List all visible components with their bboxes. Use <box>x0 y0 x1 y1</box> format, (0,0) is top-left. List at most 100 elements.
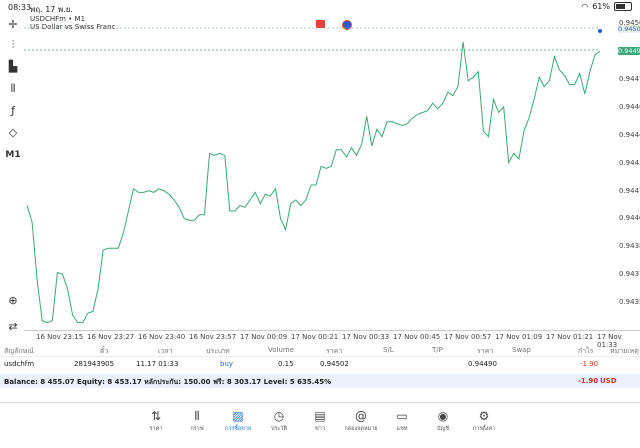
nav-chart[interactable]: ⫴ กราฟ <box>177 409 217 433</box>
bottom-nav: ⇅ ราคา ⫴ กราฟ ▨ การซื้อขาย ◷ ประวัติ ▤ ข่าว @ กล่อง… <box>0 402 640 448</box>
chart-icon: ⫴ <box>194 409 200 423</box>
balance-text: Balance: 8 455.07 Equity: 8 453.17 หลักป… <box>4 378 332 386</box>
column-header: T/P <box>432 346 443 354</box>
y-tick-label: 0.94475 <box>619 75 640 83</box>
x-tick-label: 17 Nov 00:33 <box>342 333 390 341</box>
position-cell: 11.17 01:33 <box>136 360 179 368</box>
quotes-icon: ⇅ <box>150 409 162 423</box>
x-tick-label: 17 Nov 00:21 <box>291 333 339 341</box>
timeframe-button[interactable]: M1 <box>5 150 21 160</box>
nav-chat[interactable]: ▭ แชท <box>382 409 422 433</box>
bid-price-tag: 0.94490 <box>618 47 640 55</box>
position-cell: buy <box>220 360 234 368</box>
chat-icon: ▭ <box>396 409 408 423</box>
column-header: ราคา <box>326 347 343 355</box>
x-axis: 16 Nov 23:15 16 Nov 23:27 16 Nov 23:40 16 N… <box>24 330 640 349</box>
nav-settings[interactable]: ⚙ การตั้งค่า <box>464 409 504 433</box>
nav-label: ประวัติ <box>270 426 288 432</box>
x-tick-label: 16 Nov 23:27 <box>87 333 135 341</box>
total-profit: -1.90 <box>578 377 599 385</box>
y-tick-label: 0.94370 <box>619 270 640 278</box>
column-header: ตั๋ว <box>100 347 109 355</box>
column-header: Volume <box>268 346 295 354</box>
column-header: หมายเหตุ <box>610 347 639 355</box>
x-tick-label: 17 Nov 00:09 <box>240 333 288 341</box>
function-icon[interactable]: ƒ <box>11 104 15 117</box>
position-cell: 0.15 <box>278 360 294 368</box>
nav-label: บัญชี <box>437 426 449 432</box>
symbol-title: USDCHFm • M1 <box>30 15 86 23</box>
nav-label: ราคา <box>149 426 163 432</box>
buy-button[interactable] <box>342 20 352 30</box>
nav-label: การตั้งค่า <box>472 426 496 432</box>
battery-icon <box>614 2 632 11</box>
status-time: 08:33 <box>8 3 32 12</box>
y-tick-label: 0.94430 <box>619 159 640 167</box>
x-tick-label: 16 Nov 23:57 <box>189 333 237 341</box>
nav-quotes[interactable]: ⇅ ราคา <box>136 409 176 433</box>
position-cell: usdchfm <box>4 360 35 368</box>
nav-history[interactable]: ◷ ประวัติ <box>259 409 299 433</box>
battery-percent: 61% <box>592 2 610 11</box>
column-header: ราคา <box>477 347 494 355</box>
status-date: พฤ. 17 พ.ย. <box>30 5 73 14</box>
balance-bar: Balance: 8 455.07 Equity: 8 453.17 หลักป… <box>0 374 640 388</box>
sell-button[interactable] <box>316 20 325 28</box>
indicators-icon[interactable]: ▙ <box>8 60 18 73</box>
chart-toolbar: ✛ ⫶ ▙ ⫴ ƒ ◇ M1 ⊕ ⇄ <box>0 14 24 344</box>
position-cell: -1.90 <box>580 360 599 368</box>
crosshair-icon[interactable]: ✛ <box>8 18 18 31</box>
nav-label: กล่องจดหมาย <box>344 426 378 432</box>
y-tick-label: 0.94460 <box>619 103 640 111</box>
sliders-icon[interactable]: ⫴ <box>10 82 16 95</box>
status-right: ◠ 61% <box>581 2 632 11</box>
nav-label: การซื้อขาย <box>224 426 252 432</box>
position-cell: 281943905 <box>74 360 115 368</box>
nav-label: ข่าว <box>315 426 325 432</box>
one-click-trade-icon[interactable]: ⇄ <box>8 320 18 333</box>
x-tick-label: 17 Nov 00:45 <box>393 333 441 341</box>
news-icon: ▤ <box>314 409 326 423</box>
mail-icon: @ <box>355 409 367 423</box>
history-icon: ◷ <box>273 409 285 423</box>
zoom-icon[interactable]: ⊕ <box>8 294 18 307</box>
price-chart[interactable] <box>24 14 600 330</box>
nav-trade[interactable]: ▨ การซื้อขาย <box>218 409 258 433</box>
y-tick-label: 0.94355 <box>619 298 640 306</box>
y-tick-label: 0.94445 <box>619 131 640 139</box>
x-tick-label: 17 Nov 00:57 <box>444 333 492 341</box>
status-bar: 08:33 พฤ. 17 พ.ย. ◠ 61% <box>0 0 640 14</box>
ask-price-tag: 0.94502 <box>618 25 640 33</box>
shapes-icon[interactable]: ◇ <box>8 126 18 139</box>
position-cell: 0.94502 <box>320 360 349 368</box>
x-tick-label: 16 Nov 23:40 <box>138 333 186 341</box>
ask-dot-icon <box>598 29 602 33</box>
y-tick-label: 0.94385 <box>619 242 640 250</box>
nav-news[interactable]: ▤ ข่าว <box>300 409 340 433</box>
x-tick-label: 17 Nov 01:09 <box>495 333 543 341</box>
profit-currency: USD <box>600 377 617 385</box>
position-row[interactable]: usdchfm 281943905 11.17 01:33 buy 0.15 0.9450… <box>0 358 640 372</box>
trade-icon: ▨ <box>232 409 244 423</box>
y-tick-label: 0.94415 <box>619 187 640 195</box>
column-header: เวลา <box>158 347 173 355</box>
column-header: S/L <box>383 346 394 354</box>
x-tick-label: 17 Nov 01:33 <box>597 333 622 349</box>
position-cell: 0.94490 <box>468 360 497 368</box>
y-axis: 0.94505 0.94475 0.94460 0.94445 0.94430 0.944… <box>600 14 640 330</box>
account-icon: ◉ <box>437 409 449 423</box>
settings-icon: ⚙ <box>478 409 490 423</box>
candles-icon[interactable]: ⫶ <box>11 38 15 51</box>
symbol-description: US Dollar vs Swiss Franc <box>30 23 116 31</box>
nav-mail[interactable]: @ กล่องจดหมาย <box>341 409 381 433</box>
x-tick-label: 17 Nov 01:21 <box>546 333 594 341</box>
price-line <box>26 41 600 324</box>
column-header: ประเภท <box>206 347 230 355</box>
y-tick-label: 0.94400 <box>619 214 640 222</box>
x-tick-label: 16 Nov 23:15 <box>36 333 84 341</box>
y-tick-label: 0.94505 <box>619 19 640 27</box>
column-header: สัญลักษณ์ <box>4 347 34 355</box>
nav-label: กราฟ <box>190 426 204 432</box>
nav-label: แชท <box>396 426 408 432</box>
nav-account[interactable]: ◉ บัญชี <box>423 409 463 433</box>
